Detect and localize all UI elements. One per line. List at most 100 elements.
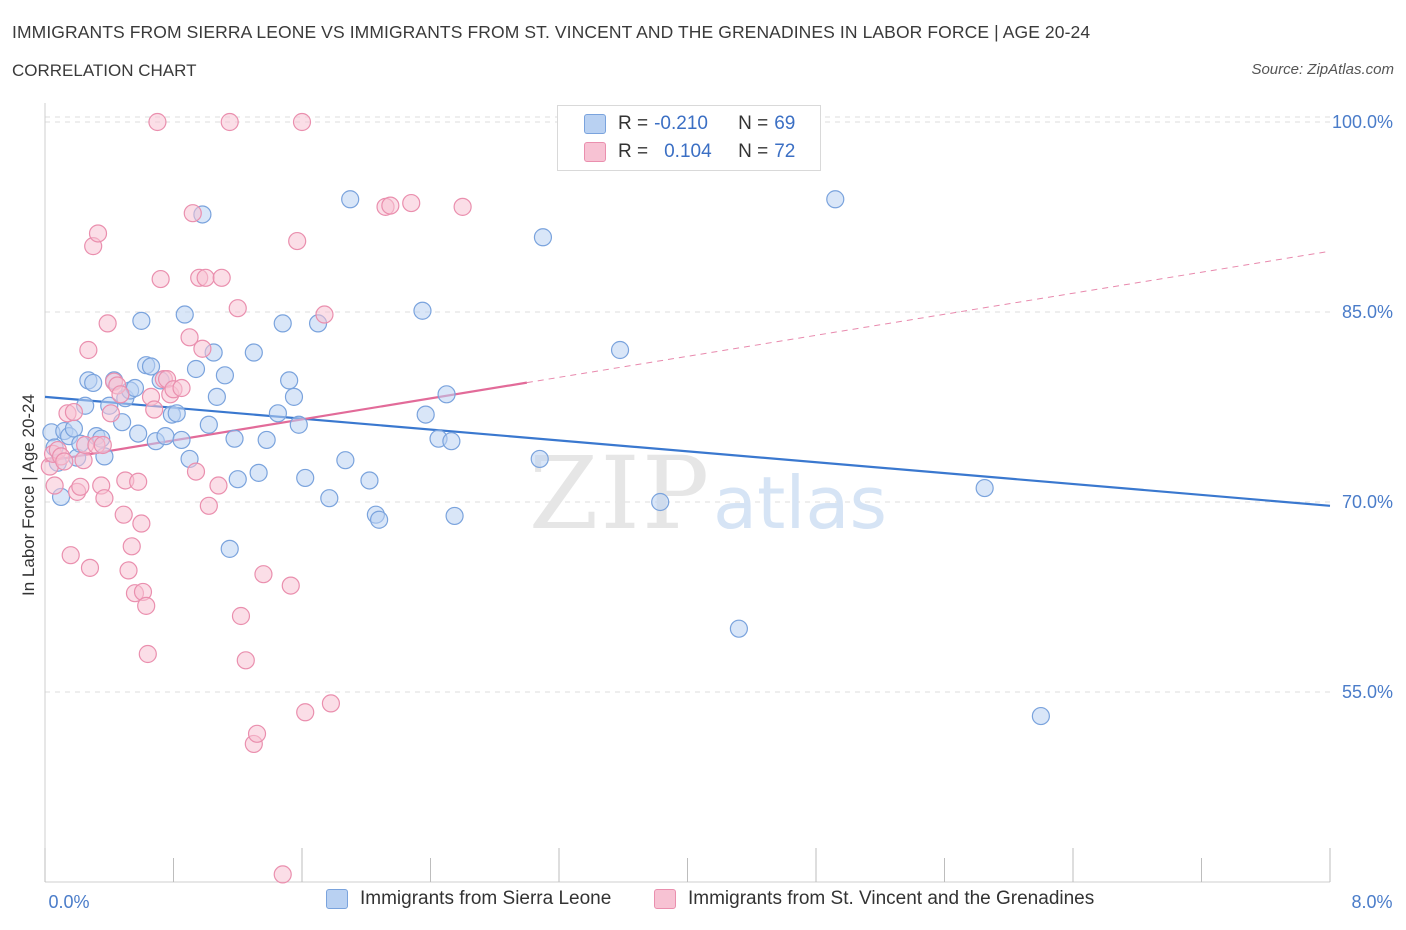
data-point-blue (84, 373, 103, 393)
data-point-blue (207, 387, 226, 406)
legend-r-label: R = (618, 113, 649, 134)
source-credit: Source: ZipAtlas.com (1251, 61, 1394, 78)
data-point-pink (61, 546, 80, 565)
data-point-blue (257, 430, 276, 450)
data-point-blue (416, 405, 435, 424)
watermark-zip: ZIP (529, 435, 711, 552)
trend-line-dashed-pink (526, 250, 1331, 384)
data-point-blue (1031, 706, 1050, 726)
data-point-blue (167, 404, 186, 423)
data-point-pink (45, 476, 64, 495)
data-point-blue (610, 340, 630, 360)
series-legend-label: Immigrants from St. Vincent and the Gren… (688, 888, 1095, 909)
y-tick-label: 55.0% (1342, 682, 1393, 702)
data-point-pink (88, 224, 108, 243)
data-point-blue (289, 415, 308, 434)
data-point-blue (141, 357, 161, 376)
data-point-blue (975, 478, 994, 498)
data-point-pink (199, 496, 218, 515)
data-point-blue (341, 190, 360, 209)
data-point-pink (180, 328, 199, 347)
data-point-pink (231, 606, 251, 626)
data-point-blue (129, 424, 148, 443)
chart-title: IMMIGRANTS FROM SIERRA LEONE VS IMMIGRAN… (12, 22, 1091, 42)
data-point-pink (137, 596, 156, 615)
data-point-pink (247, 724, 267, 743)
data-point-pink (101, 404, 120, 423)
data-point-pink (281, 576, 300, 595)
data-point-pink (114, 505, 133, 524)
data-point-pink (273, 865, 292, 884)
data-point-pink (119, 561, 138, 580)
legend-swatch-blue (584, 114, 606, 134)
data-point-pink (196, 268, 215, 287)
data-point-pink (212, 268, 231, 287)
legend-n-label: N = (738, 113, 769, 134)
y-tick-label: 100.0% (1332, 112, 1393, 132)
data-point-pink (209, 476, 228, 495)
data-point-pink (71, 477, 90, 496)
data-point-blue (370, 510, 389, 529)
data-point-blue (442, 432, 461, 451)
data-point-pink (193, 339, 212, 358)
data-point-pink (453, 197, 472, 216)
data-point-pink (220, 112, 239, 132)
data-point-blue (156, 427, 175, 446)
legend-r-label: R = (618, 141, 649, 162)
data-point-pink (236, 651, 255, 670)
data-point-blue (280, 371, 299, 390)
series-legend-item-st-vincent: Immigrants from St. Vincent and the Gren… (654, 888, 1094, 910)
data-point-pink (228, 299, 247, 318)
data-point-pink (288, 231, 307, 251)
data-point-blue (729, 619, 749, 638)
data-point-blue (249, 463, 268, 482)
data-point-blue (437, 385, 456, 404)
data-point-pink (98, 314, 117, 333)
data-point-pink (292, 112, 312, 132)
legend-n-value: 72 (774, 141, 796, 162)
data-point-pink (129, 472, 148, 491)
x-tick-label: 8.0% (1351, 892, 1392, 912)
data-point-pink (148, 112, 167, 132)
data-point-pink (402, 193, 421, 213)
series-swatch-blue (326, 889, 348, 909)
data-point-pink (122, 537, 141, 556)
data-point-blue (296, 468, 315, 488)
data-point-blue (64, 419, 84, 438)
data-point-pink (254, 565, 273, 584)
data-point-blue (175, 305, 194, 324)
stats-legend: R = -0.210 N = 69 R = 0.104 N = 72 (557, 105, 821, 171)
data-point-pink (111, 385, 130, 404)
trend-line-blue (44, 395, 1331, 507)
legend-row-pink: R = 0.104 N = 72 (584, 138, 795, 166)
data-point-pink (145, 400, 164, 419)
data-point-pink (80, 558, 100, 577)
data-point-blue (413, 301, 432, 320)
data-point-pink (64, 402, 84, 422)
data-point-pink (186, 462, 206, 481)
legend-n-value: 69 (774, 113, 796, 134)
chart-subtitle: CORRELATION CHART (12, 61, 197, 80)
data-point-blue (284, 387, 304, 406)
data-point-blue (172, 430, 191, 450)
data-point-pink (151, 269, 170, 289)
data-point-blue (220, 539, 239, 558)
data-point-blue (268, 404, 288, 423)
data-point-blue (273, 314, 292, 333)
data-point-blue (244, 343, 263, 362)
y-tick-label: 70.0% (1342, 492, 1393, 512)
grid (45, 116, 1330, 693)
data-point-blue (336, 451, 355, 470)
legend-row-blue: R = -0.210 N = 69 (584, 110, 795, 138)
data-point-pink (132, 514, 151, 533)
series-swatch-pink (654, 889, 676, 909)
data-point-pink (74, 451, 93, 470)
data-point-blue (533, 228, 553, 247)
data-point-blue (132, 311, 151, 330)
watermark-atlas: atlas (713, 461, 887, 545)
data-point-blue (186, 359, 206, 379)
data-point-blue (199, 415, 218, 434)
axes (44, 103, 1331, 883)
data-point-blue (530, 449, 549, 469)
series-legend-item-sierra-leone: Immigrants from Sierra Leone (326, 888, 611, 910)
